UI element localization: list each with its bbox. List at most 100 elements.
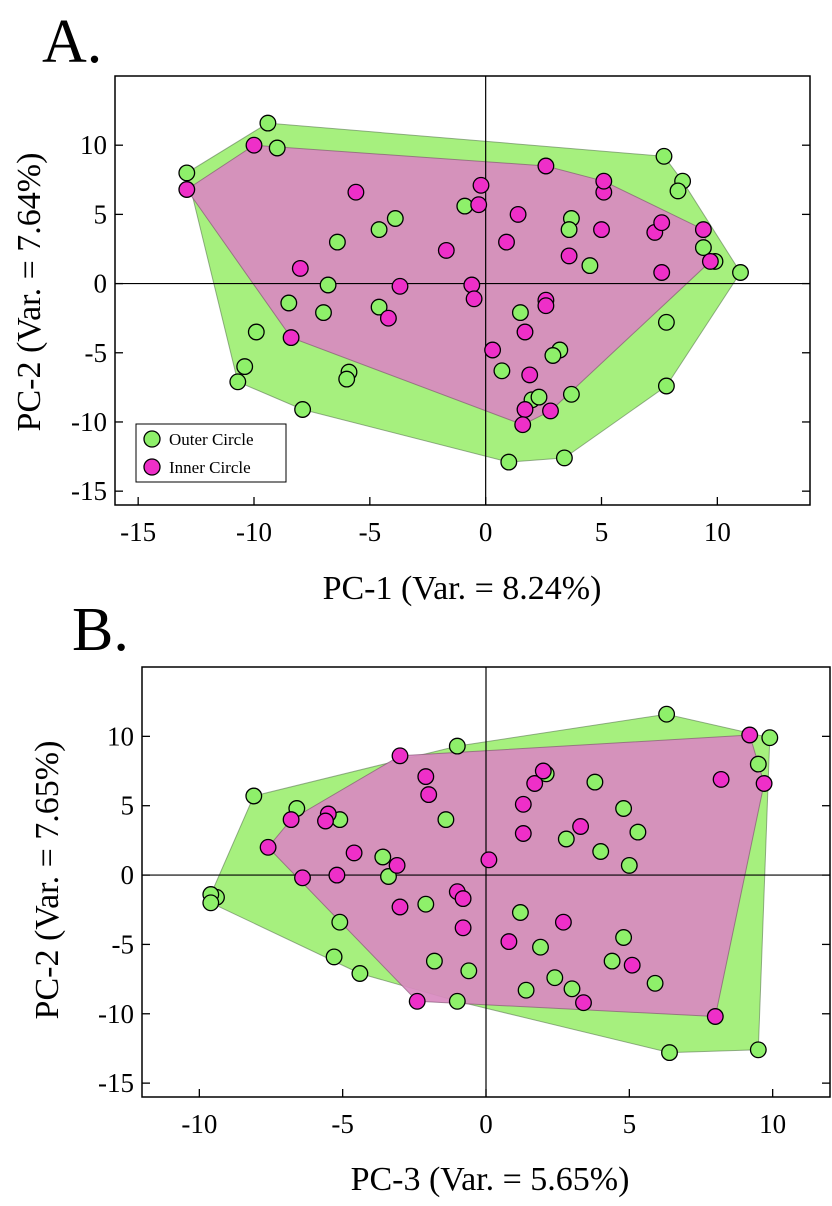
panel-b-frame [141, 666, 831, 1098]
outer-circle-point [500, 453, 518, 471]
outer-circle-point [581, 257, 599, 275]
outer-circle-point [563, 980, 581, 998]
inner-circle-point [516, 401, 534, 418]
inner-circle-point [472, 176, 490, 194]
panel-b-points [202, 705, 779, 1062]
inner-circle-point [498, 233, 515, 251]
x-tick-label: -15 [120, 517, 156, 547]
y-tick-label: -10 [71, 407, 107, 437]
outer-circle-point [615, 800, 633, 817]
outer-circle-point [530, 388, 548, 406]
inner-circle-point [282, 329, 300, 347]
panel-a-legend: Outer Circle Inner Circle [135, 423, 287, 483]
inner-circle-point [484, 341, 502, 359]
y-tick-label: -10 [98, 999, 134, 1029]
inner-circle-point [694, 221, 712, 239]
x-tick-label: -10 [236, 517, 272, 547]
inner-circle-point [345, 844, 363, 862]
y-tick-label: 10 [107, 721, 134, 751]
outer-circle-point [386, 210, 404, 227]
inner-circle-point [379, 309, 397, 327]
outer-circle-point [629, 823, 647, 841]
outer-circle-point [761, 729, 779, 747]
inner-circle-point [328, 866, 346, 884]
outer-circle-point [657, 313, 675, 331]
outer-circle-point [280, 294, 298, 312]
inner-circle-point [534, 762, 552, 780]
inner-circle-point [391, 277, 409, 295]
outer-circle-point [603, 952, 621, 970]
x-tick-label: 0 [479, 517, 493, 547]
outer-circle-point [544, 347, 562, 364]
x-tick-label: 10 [759, 1109, 786, 1139]
inner-circle-point [623, 956, 641, 974]
outer-circle-point [592, 843, 610, 860]
inner-circle-point [593, 221, 610, 239]
outer-circle-point [437, 811, 455, 829]
outer-circle-point [732, 264, 749, 281]
outer-circle-point [749, 755, 767, 773]
x-tick-label: 5 [595, 517, 609, 547]
outer-circle-point [460, 962, 478, 980]
outer-circle-point [236, 358, 254, 376]
inner-circle-point [259, 838, 277, 856]
outer-circle-point [315, 304, 332, 322]
inner-circle-point [417, 768, 435, 786]
y-tick-label: -15 [98, 1068, 134, 1098]
inner-circle-point [282, 811, 300, 829]
inner-circle-point [514, 795, 532, 813]
outer-circle-point [268, 139, 286, 157]
x-tick-label: 0 [479, 1109, 493, 1139]
outer-circle-point [331, 913, 349, 931]
outer-circle-point [247, 323, 265, 341]
outer-circle-point [657, 377, 675, 395]
inner-circle-point [480, 851, 498, 869]
outer-circle-point [351, 965, 369, 982]
panel-a-ticks: -15 -10 -5 0 5 10 -15 -10 -5 0 5 10 [71, 130, 810, 547]
outer-circle-point [655, 147, 673, 165]
outer-circle-point [229, 373, 247, 391]
inner-circle-point [294, 869, 311, 887]
inner-circle-point [388, 856, 406, 874]
inner-circle-point [465, 290, 483, 308]
y-tick-label: 10 [80, 130, 107, 160]
outer-circle-point [456, 197, 474, 215]
panel-a: A. -15 -10 -5 0 5 10 -15 -10 -5 0 5 10 Outer Circle… [11, 8, 811, 607]
outer-circle-point [658, 705, 676, 723]
x-tick-label: 5 [623, 1109, 637, 1139]
outer-circle-point [557, 830, 575, 848]
legend-marker-inner [143, 458, 161, 476]
inner-circle-point [291, 259, 309, 277]
outer-circle-point [448, 992, 466, 1010]
outer-circle-point [338, 370, 356, 388]
inner-circle-point [706, 1008, 724, 1025]
inner-circle-point [572, 818, 590, 835]
inner-circle-point [701, 252, 719, 270]
outer-circle-point [562, 385, 580, 403]
y-tick-label: 5 [94, 199, 108, 229]
outer-circle-point [511, 904, 529, 921]
x-tick-label: -5 [359, 517, 382, 547]
inner-circle-point [454, 919, 472, 937]
inner-circle-point [463, 276, 481, 294]
outer-circle-point [517, 981, 535, 999]
inner-circle-point [178, 181, 196, 198]
inner-circle-point [317, 812, 334, 830]
panel-b: B. -10 -5 0 5 10 -15 -10 -5 0 5 10 PC-3 (Var. = 5.… [29, 596, 831, 1198]
y-tick-label: -15 [71, 476, 107, 506]
inner-circle-point [653, 214, 671, 232]
x-tick-label: -10 [181, 1109, 217, 1139]
inner-circle-point [521, 366, 539, 384]
inner-circle-point [514, 825, 532, 842]
x-tick-label: -5 [331, 1109, 354, 1139]
panel-a-letter: A. [42, 8, 102, 76]
inner-circle-point [347, 183, 365, 201]
outer-circle-point [661, 1044, 678, 1062]
outer-circle-point [615, 929, 633, 946]
panel-b-axes [142, 667, 830, 1097]
outer-circle-point [749, 1041, 767, 1059]
inner-circle-point [500, 933, 518, 951]
panel-b-ticks: -10 -5 0 5 10 -15 -10 -5 0 5 10 [98, 721, 830, 1139]
inner-circle-point [526, 775, 544, 792]
y-tick-label: 0 [94, 269, 108, 299]
